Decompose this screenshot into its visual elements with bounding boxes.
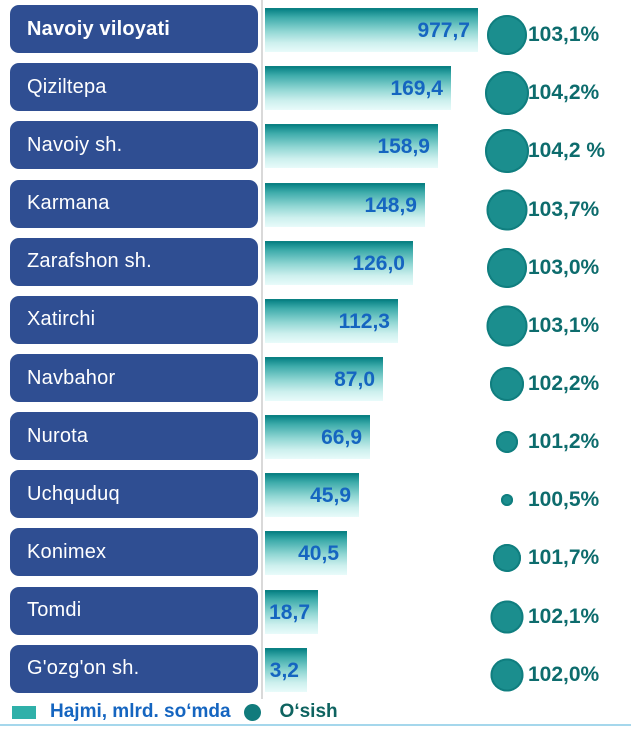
chart-row: Navoiy viloyati 977,7 103,1%	[0, 0, 631, 58]
value-bar: 87,0	[265, 357, 383, 402]
growth-bubble	[493, 544, 521, 573]
region-label-box: Navoiy viloyati	[10, 5, 258, 54]
region-label-box: Nurota	[10, 412, 258, 461]
region-label: Karmana	[27, 192, 110, 215]
region-label-box: Qiziltepa	[10, 63, 258, 112]
growth-bubble	[487, 247, 527, 288]
region-label-box: G'ozg'on sh.	[10, 644, 258, 693]
region-label-box: Navoiy sh.	[10, 121, 258, 170]
chart-row: Navbahor 87,0 102,2%	[0, 349, 631, 407]
growth-label: 103,0%	[528, 255, 600, 279]
region-label: Nurota	[27, 424, 89, 447]
region-label-box: Zarafshon sh.	[10, 237, 258, 286]
growth-bubble	[501, 494, 513, 507]
chart-row: Konimex 40,5 101,7%	[0, 523, 631, 581]
region-label: Qiziltepa	[27, 75, 107, 98]
chart-row: Navoiy sh. 158,9 104,2 %	[0, 116, 631, 174]
region-label-box: Navbahor	[10, 354, 258, 403]
growth-label: 104,2 %	[528, 139, 606, 163]
value-label: 148,9	[364, 193, 417, 217]
value-bar: 3,2	[265, 647, 307, 692]
growth-bubble	[485, 129, 529, 174]
region-label: Konimex	[27, 540, 107, 563]
value-bar: 45,9	[265, 473, 359, 518]
region-label-box: Uchquduq	[10, 470, 258, 519]
region-label-box: Xatirchi	[10, 295, 258, 344]
region-label-box: Tomdi	[10, 586, 258, 635]
growth-bubble	[490, 367, 524, 402]
growth-label: 100,5%	[528, 488, 600, 512]
value-label: 18,7	[269, 600, 310, 624]
growth-bubble	[490, 600, 524, 634]
growth-label: 102,2%	[528, 372, 600, 396]
growth-label: 103,7%	[528, 197, 600, 221]
growth-bubble	[490, 658, 524, 692]
growth-bubble	[496, 431, 518, 454]
value-label: 977,7	[417, 19, 470, 43]
legend-volume-label: Hajmi, mlrd. soʻmda	[50, 701, 231, 722]
growth-label: 102,0%	[528, 662, 600, 686]
value-label: 126,0	[352, 251, 405, 275]
value-label: 169,4	[390, 77, 443, 101]
value-label: 3,2	[269, 658, 299, 682]
value-label: 66,9	[321, 426, 362, 450]
legend-growth-dot-icon	[243, 703, 261, 721]
growth-bubble	[485, 71, 529, 116]
chart-row: Tomdi 18,7 102,1%	[0, 582, 631, 640]
value-bar: 112,3	[265, 298, 398, 343]
value-label: 158,9	[377, 135, 430, 159]
region-label: Navoiy sh.	[27, 133, 123, 156]
growth-label: 103,1%	[528, 23, 600, 47]
growth-label: 102,1%	[528, 604, 600, 628]
value-bar: 66,9	[265, 415, 370, 460]
region-label-box: Karmana	[10, 179, 258, 228]
axis-divider	[261, 0, 263, 699]
legend-bar-swatch-icon	[12, 705, 36, 719]
value-bar: 40,5	[265, 531, 347, 576]
growth-bubble	[486, 305, 528, 347]
growth-bubble	[486, 189, 528, 231]
bottom-border	[0, 724, 631, 726]
growth-label: 103,1%	[528, 313, 600, 337]
chart-rows: Navoiy viloyati 977,7 103,1% Qiziltepa 1…	[0, 0, 631, 698]
growth-label: 101,2%	[528, 430, 600, 454]
value-bar: 977,7	[265, 8, 478, 53]
legend: Hajmi, mlrd. soʻmda Oʻsish	[12, 700, 338, 724]
chart-row: Xatirchi 112,3 103,1%	[0, 291, 631, 349]
value-bar: 148,9	[265, 182, 425, 227]
value-bar: 18,7	[265, 589, 318, 634]
chart-row: G'ozg'on sh. 3,2 102,0%	[0, 640, 631, 698]
growth-label: 104,2%	[528, 81, 600, 105]
chart-row: Karmana 148,9 103,7%	[0, 174, 631, 232]
chart-row: Uchquduq 45,9 100,5%	[0, 465, 631, 523]
value-label: 40,5	[298, 542, 339, 566]
growth-bubble	[487, 15, 527, 56]
value-bar: 158,9	[265, 124, 438, 169]
value-label: 45,9	[310, 484, 351, 508]
value-bar: 126,0	[265, 240, 413, 285]
region-label: Navoiy viloyati	[27, 17, 171, 40]
region-label: G'ozg'on sh.	[27, 657, 140, 680]
region-label: Uchquduq	[27, 482, 120, 505]
region-label: Xatirchi	[27, 308, 96, 331]
chart-row: Nurota 66,9 101,2%	[0, 407, 631, 465]
region-label: Tomdi	[27, 599, 82, 622]
growth-label: 101,7%	[528, 546, 600, 570]
region-label: Zarafshon sh.	[27, 250, 152, 273]
region-label-box: Konimex	[10, 528, 258, 577]
chart-row: Zarafshon sh. 126,0 103,0%	[0, 233, 631, 291]
value-label: 112,3	[338, 309, 390, 333]
value-bar: 169,4	[265, 66, 451, 111]
value-label: 87,0	[334, 368, 375, 392]
region-label: Navbahor	[27, 366, 116, 389]
legend-growth-label: Oʻsish	[279, 701, 338, 722]
chart-row: Qiziltepa 169,4 104,2%	[0, 58, 631, 116]
